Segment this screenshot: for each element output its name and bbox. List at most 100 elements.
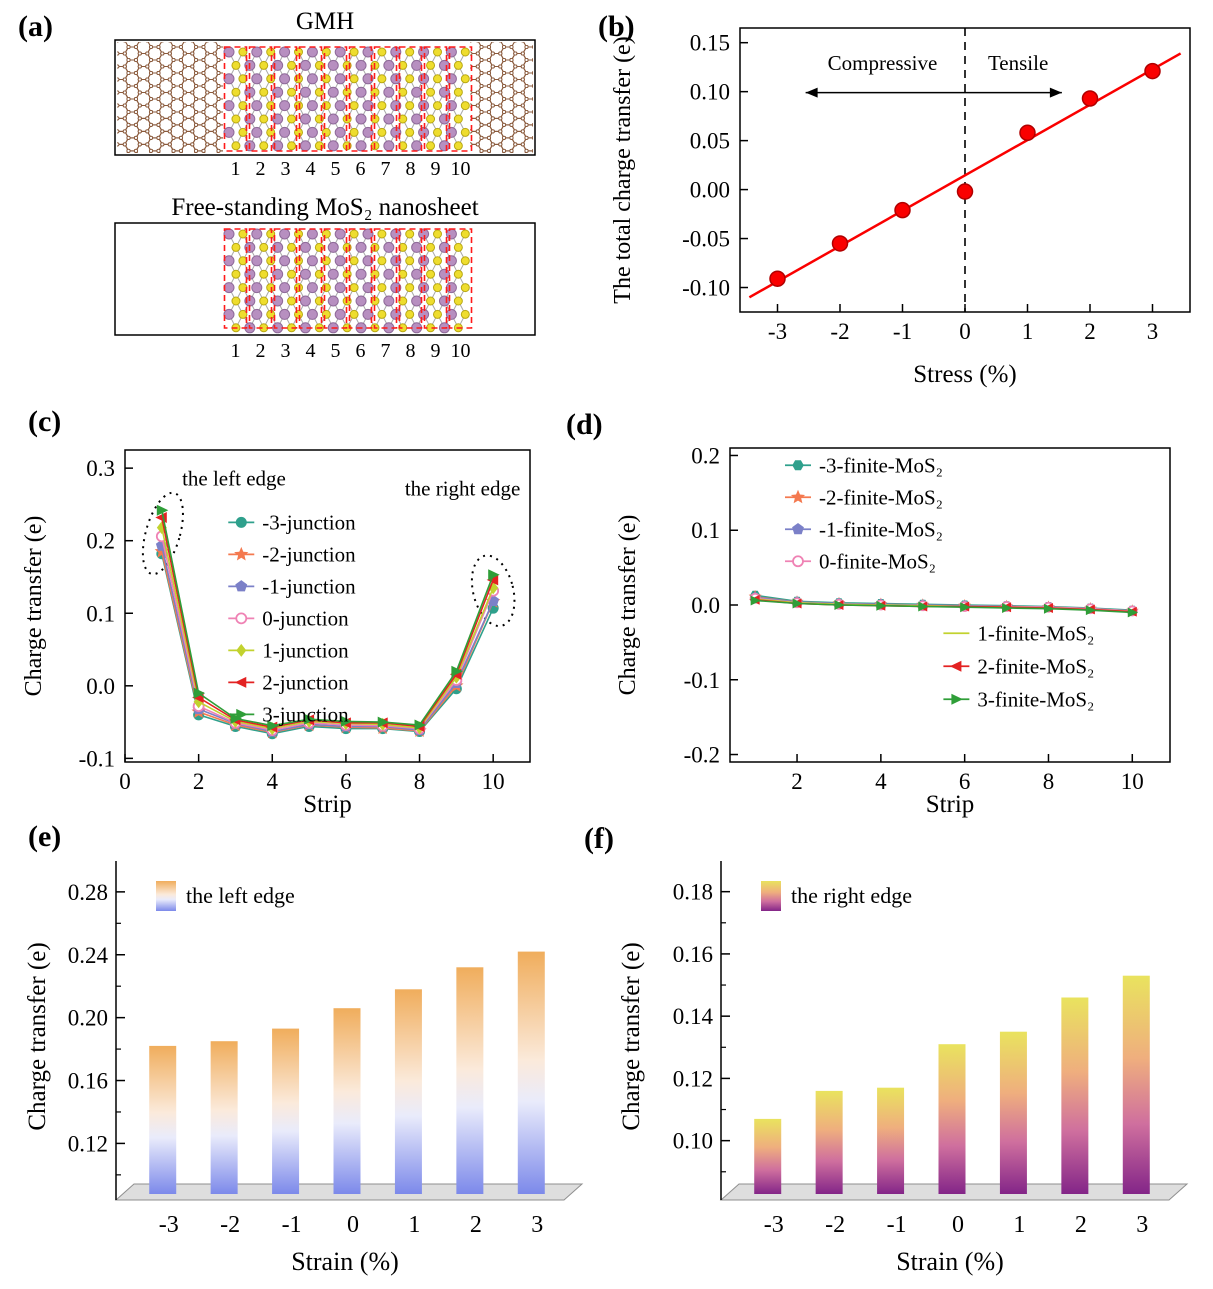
bar-strain-2 [1061,997,1089,1194]
y-axis-label: The total charge transfer (e) [610,36,636,303]
x-tick-label: 1 [1022,319,1034,344]
category-label: 3 [1136,1212,1148,1238]
gmh-strip-number: 5 [331,158,341,180]
scatter-points [769,62,1161,287]
y-tick-label: 0.05 [690,129,730,154]
gmh-strip-number: 7 [381,158,391,180]
bar-strain-0 [938,1044,966,1194]
panel-f-chart: 0.10 0.12 0.14 0.16 0.18 -3 -2 -1 0 1 2 3 Strain (%)… [618,861,1189,1276]
legend-label: 0-junction [262,606,349,630]
series-line-1-junction [161,527,494,730]
legend-label: 3-finite-MoS₂ [977,687,1094,711]
legend-entry-2-finite-mos: 2-finite-MoS₂ [943,654,1094,678]
category-label: -1 [887,1212,907,1238]
y-tick-label: 0.28 [68,880,108,905]
gmh-strip-number: 8 [406,158,416,180]
panel-label-e: (e) [28,820,62,853]
legend-label: -1-finite-MoS₂ [819,517,943,541]
gmh-title: GMH [295,8,355,35]
x-tick-label: -3 [768,319,787,344]
gmh-strip-number: 6 [356,158,366,180]
annotation-tensile: Tensile [988,51,1048,75]
gmh-strip-number: 10 [451,158,471,180]
legend-the-right-edge: the right edge [761,881,912,911]
nanosheet-strip-number: 6 [356,340,366,362]
x-axis-label: Stress (%) [913,361,1016,388]
y-tick-label: 0.18 [673,880,713,905]
nanosheet-strip-number: 4 [306,340,316,362]
plot-frame [124,449,531,763]
legend-entry-1-finite-mos: -1-finite-MoS₂ [785,517,943,541]
category-label: -2 [825,1212,845,1238]
compressive-tensile-arrow [805,87,1062,98]
y-tick-label: 0.16 [68,1069,108,1094]
x-tick-label: 10 [482,769,505,794]
category-label: 1 [408,1212,420,1238]
nanosheet-strip-number: 5 [331,340,341,362]
legend-entry-2-junction: -2-junction [228,542,356,566]
bar-strain-2 [456,967,484,1194]
x-axis-label: Strip [303,791,352,818]
panel-label-b: (b) [598,10,635,43]
annotation-the-right-edge: the right edge [405,477,520,501]
legend-label: -2-finite-MoS₂ [819,485,943,509]
nanosheet-strip-number: 10 [451,340,471,362]
y-tick-label: 0.1 [691,518,720,543]
y-axis-label: Charge transfer (e) [21,516,47,697]
panel-label-a: (a) [18,10,53,43]
series-markers-3-junction [156,504,500,732]
x-tick-label: 6 [959,769,971,794]
gmh-box [114,39,536,156]
category-label: 1 [1013,1212,1025,1238]
y-axis-label: Charge transfer (e) [24,942,51,1130]
x-axis-label: Strain (%) [291,1247,399,1276]
legend-label: 3-junction [262,702,349,726]
legend-entry-1-junction: -1-junction [228,574,356,598]
y-tick-label: 0.15 [690,31,730,56]
y-tick-label: 0.3 [86,456,115,481]
category-label: 3 [531,1212,543,1238]
gmh-strip-number: 2 [256,158,266,180]
nanosheet-strip-number: 8 [406,340,416,362]
legend-label: 2-junction [262,670,349,694]
y-tick-label: 0.00 [690,178,730,203]
y-tick-label: -0.10 [682,276,730,301]
y-tick-label: 0.10 [673,1129,713,1154]
legend-label: 0-finite-MoS₂ [819,549,936,573]
bar-strain-3 [1122,975,1150,1194]
legend-label: 2-finite-MoS₂ [977,654,1094,678]
series-line-3-junction [161,510,494,727]
legend-entry-0-junction: 0-junction [228,606,349,630]
legend-label: -2-junction [262,542,356,566]
legend-entry-2-junction: 2-junction [228,670,349,694]
legend-entry-2-finite-mos: -2-finite-MoS₂ [785,485,943,509]
legend-label: -3-finite-MoS₂ [819,453,943,477]
gmh-strip-number: 4 [306,158,316,180]
x-tick-label: 3 [1147,319,1159,344]
panel-b-chart: -3 -2 -1 0 1 2 3 -0.10 -0.05 0.00 0.05 0.10 0.15 Stre… [610,27,1191,388]
annotation-the-left-edge: the left edge [182,467,286,491]
gmh-strip-number: 3 [281,158,291,180]
y-axis-label: Charge transfer (e) [615,515,641,696]
y-tick-label: 0.14 [673,1004,714,1029]
category-label: -1 [282,1212,302,1238]
panel-e-chart: 0.12 0.16 0.20 0.24 0.28 -3 -2 -1 0 1 2 3 Strain (%)… [24,861,584,1276]
y-tick-label: 0.2 [86,529,115,554]
panel-c-chart: 0 2 4 6 8 10 -0.1 0.0 0.1 0.2 0.3 Strip Charge trans… [21,449,531,818]
nanosheet-strip-number: 7 [381,340,391,362]
nanosheet-strip-number: 3 [281,340,291,362]
legend-label: the right edge [791,883,912,908]
legend-label: -3-junction [262,510,356,534]
gmh-strip-number: 9 [431,158,441,180]
x-axis-label: Strain (%) [896,1247,1004,1276]
bar-strain-1 [877,1087,905,1194]
x-tick-label: 4 [267,769,279,794]
gmh-strips: 1 2 3 4 5 6 7 8 9 10 [223,46,473,180]
x-tick-label: 8 [1043,769,1055,794]
linear-fit-line [748,52,1182,299]
panel-a-structures: 1 2 3 4 5 6 7 8 9 101 2 3 4 5 6 7 8 9 10 [114,39,536,362]
legend-entry-3-junction: 3-junction [228,702,349,726]
nanosheet-strip-number: 2 [256,340,266,362]
category-label: 0 [952,1212,964,1238]
